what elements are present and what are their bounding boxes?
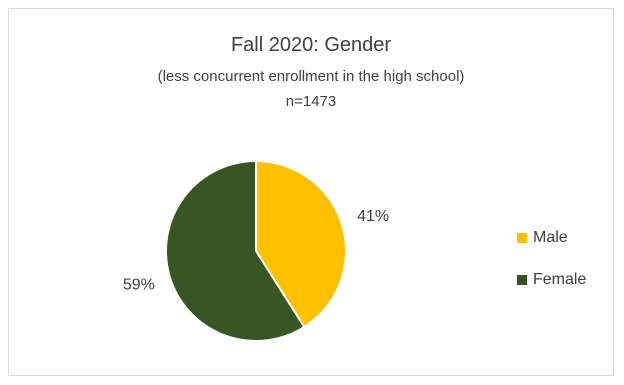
pie-slice-female — [165, 159, 306, 342]
chart-subtitle: (less concurrent enrollment in the high … — [157, 68, 465, 85]
chart-sample-size: n=1473 — [285, 93, 337, 110]
data-label-male: 41% — [357, 208, 389, 225]
chart-frame: Fall 2020: Gender (less concurrent enrol… — [8, 8, 614, 376]
legend-swatch-male — [517, 233, 527, 243]
legend-label-male: Male — [533, 229, 568, 246]
pie-chart: 41% 59% — [123, 159, 389, 342]
data-label-female: 59% — [123, 276, 155, 293]
legend-swatch-female — [517, 275, 527, 285]
chart-title: Fall 2020: Gender — [230, 34, 392, 56]
legend-label-female: Female — [533, 271, 587, 288]
legend-item-female: Female — [517, 269, 586, 291]
chart-legend: Male Female — [517, 227, 586, 311]
legend-item-male: Male — [517, 227, 586, 249]
